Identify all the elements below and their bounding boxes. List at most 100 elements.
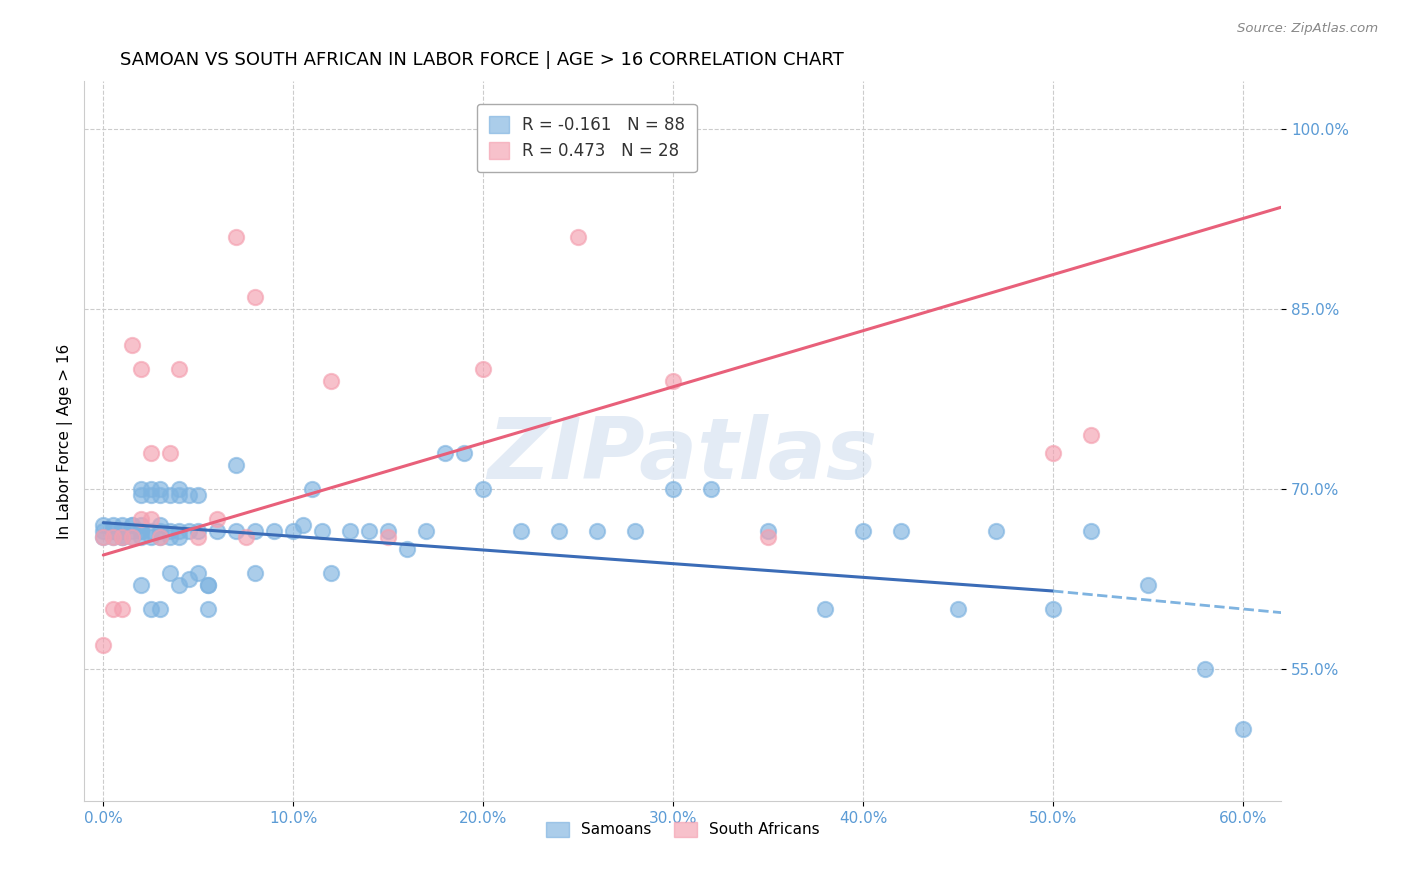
Point	[149, 530, 172, 544]
Point	[1080, 428, 1102, 442]
Point	[91, 524, 114, 538]
Point	[177, 524, 200, 538]
Point	[129, 488, 152, 502]
Point	[235, 530, 257, 544]
Point	[245, 566, 267, 580]
Point	[149, 530, 172, 544]
Point	[159, 446, 181, 460]
Point	[187, 566, 209, 580]
Point	[139, 512, 162, 526]
Point	[197, 602, 219, 616]
Point	[139, 482, 162, 496]
Point	[510, 524, 533, 538]
Point	[121, 524, 143, 538]
Point	[177, 488, 200, 502]
Point	[149, 482, 172, 496]
Point	[111, 518, 134, 533]
Point	[139, 530, 162, 544]
Point	[91, 530, 114, 544]
Point	[129, 362, 152, 376]
Point	[129, 524, 152, 538]
Point	[263, 524, 285, 538]
Point	[129, 578, 152, 592]
Point	[187, 530, 209, 544]
Point	[321, 374, 343, 388]
Point	[121, 518, 143, 533]
Point	[225, 458, 247, 472]
Point	[111, 524, 134, 538]
Point	[225, 230, 247, 244]
Legend: Samoans, South Africans: Samoans, South Africans	[540, 815, 825, 844]
Point	[197, 578, 219, 592]
Point	[984, 524, 1007, 538]
Point	[1042, 602, 1064, 616]
Point	[377, 530, 399, 544]
Point	[139, 602, 162, 616]
Point	[139, 488, 162, 502]
Point	[624, 524, 647, 538]
Point	[756, 530, 779, 544]
Point	[111, 602, 134, 616]
Point	[149, 602, 172, 616]
Point	[662, 482, 685, 496]
Point	[1232, 722, 1254, 736]
Point	[1137, 578, 1160, 592]
Point	[111, 530, 134, 544]
Point	[129, 482, 152, 496]
Point	[159, 524, 181, 538]
Point	[548, 524, 571, 538]
Point	[111, 530, 134, 544]
Point	[890, 524, 912, 538]
Text: SAMOAN VS SOUTH AFRICAN IN LABOR FORCE | AGE > 16 CORRELATION CHART: SAMOAN VS SOUTH AFRICAN IN LABOR FORCE |…	[120, 51, 844, 69]
Point	[169, 530, 191, 544]
Point	[139, 524, 162, 538]
Point	[814, 602, 837, 616]
Point	[434, 446, 457, 460]
Point	[101, 530, 124, 544]
Point	[245, 524, 267, 538]
Point	[149, 518, 172, 533]
Point	[472, 482, 495, 496]
Point	[139, 446, 162, 460]
Point	[321, 566, 343, 580]
Point	[283, 524, 305, 538]
Point	[149, 488, 172, 502]
Point	[111, 524, 134, 538]
Point	[129, 524, 152, 538]
Point	[225, 524, 247, 538]
Point	[129, 530, 152, 544]
Point	[169, 488, 191, 502]
Point	[207, 524, 229, 538]
Point	[91, 518, 114, 533]
Text: Source: ZipAtlas.com: Source: ZipAtlas.com	[1237, 22, 1378, 36]
Point	[159, 566, 181, 580]
Point	[377, 524, 399, 538]
Point	[453, 446, 475, 460]
Point	[586, 524, 609, 538]
Point	[169, 524, 191, 538]
Point	[149, 524, 172, 538]
Point	[311, 524, 333, 538]
Point	[472, 362, 495, 376]
Point	[169, 362, 191, 376]
Point	[91, 530, 114, 544]
Point	[396, 542, 419, 557]
Point	[91, 638, 114, 652]
Point	[339, 524, 361, 538]
Point	[359, 524, 381, 538]
Point	[301, 482, 323, 496]
Point	[169, 482, 191, 496]
Y-axis label: In Labor Force | Age > 16: In Labor Force | Age > 16	[58, 343, 73, 539]
Point	[207, 512, 229, 526]
Point	[1194, 662, 1216, 676]
Point	[756, 524, 779, 538]
Point	[415, 524, 437, 538]
Point	[101, 602, 124, 616]
Point	[1080, 524, 1102, 538]
Point	[101, 524, 124, 538]
Point	[1042, 446, 1064, 460]
Point	[121, 530, 143, 544]
Point	[129, 512, 152, 526]
Point	[121, 518, 143, 533]
Point	[121, 338, 143, 352]
